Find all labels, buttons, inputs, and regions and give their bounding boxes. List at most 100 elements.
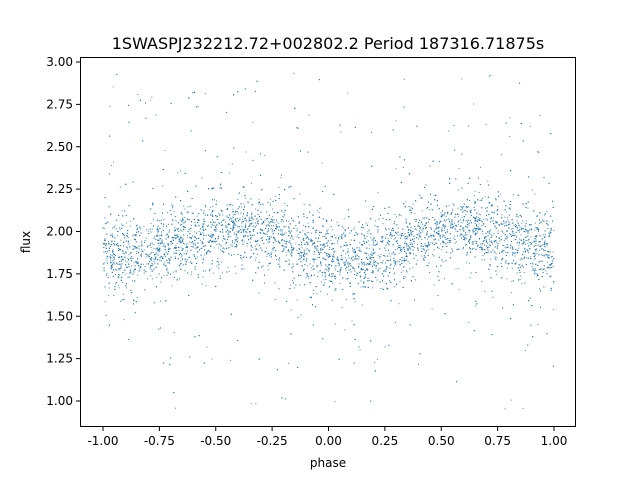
data-point — [538, 152, 540, 153]
data-point — [412, 267, 414, 269]
data-point — [147, 278, 149, 280]
data-point — [405, 223, 407, 224]
data-point — [281, 174, 282, 176]
data-point — [516, 235, 518, 237]
data-point — [487, 243, 489, 245]
data-point — [190, 274, 192, 276]
data-point — [493, 211, 495, 213]
data-point — [404, 248, 405, 250]
data-point — [180, 229, 182, 231]
data-point — [468, 231, 470, 233]
data-point — [490, 74, 492, 76]
data-point — [417, 225, 419, 227]
data-point — [534, 229, 536, 231]
data-point — [330, 256, 331, 258]
data-point — [469, 277, 471, 279]
data-point — [509, 136, 511, 137]
data-point — [419, 227, 421, 229]
data-point — [300, 232, 302, 234]
data-point — [443, 224, 445, 226]
data-point — [539, 234, 541, 236]
data-point — [269, 262, 271, 264]
data-point — [241, 226, 243, 228]
data-point — [183, 243, 185, 245]
data-point — [149, 242, 151, 244]
data-point — [345, 253, 347, 255]
data-point — [323, 279, 325, 281]
data-point — [339, 235, 341, 237]
data-point — [140, 228, 142, 230]
data-point — [453, 204, 455, 206]
data-point — [460, 209, 462, 211]
data-point — [382, 240, 384, 242]
data-point — [106, 259, 108, 261]
data-point — [115, 228, 117, 230]
data-point — [482, 197, 483, 199]
data-point — [234, 219, 236, 221]
data-point — [276, 259, 277, 261]
data-point — [445, 216, 447, 218]
data-point — [388, 228, 390, 230]
data-point — [147, 244, 149, 246]
data-point — [358, 250, 360, 251]
data-point — [382, 260, 384, 262]
data-point — [374, 243, 376, 245]
data-point — [436, 232, 438, 234]
data-point — [478, 192, 480, 193]
data-point — [409, 253, 411, 255]
data-point — [352, 292, 354, 294]
data-point — [552, 220, 554, 222]
data-point — [331, 275, 333, 277]
data-point — [247, 229, 248, 231]
data-point — [205, 206, 207, 208]
data-point — [502, 223, 504, 225]
data-point — [347, 251, 349, 253]
data-point — [359, 349, 361, 351]
data-point — [180, 256, 182, 258]
data-point — [191, 271, 193, 273]
data-point — [162, 245, 164, 247]
data-point — [250, 182, 252, 184]
data-point — [537, 244, 539, 246]
data-point — [257, 267, 259, 269]
data-point — [307, 273, 309, 275]
data-point — [507, 219, 509, 221]
data-point — [120, 223, 122, 225]
data-point — [480, 166, 481, 168]
data-point — [290, 232, 292, 234]
data-point — [361, 259, 363, 260]
data-point — [534, 254, 536, 256]
data-point — [106, 257, 108, 259]
data-point — [441, 240, 443, 242]
data-point — [496, 256, 498, 258]
data-point — [227, 217, 229, 219]
data-point — [440, 230, 442, 232]
data-point — [351, 320, 353, 322]
data-point — [278, 229, 280, 231]
data-point — [435, 238, 437, 240]
data-point — [266, 255, 268, 257]
data-point — [506, 267, 508, 269]
data-point — [394, 272, 396, 274]
data-point — [541, 244, 543, 246]
data-point — [279, 230, 281, 232]
data-point — [466, 262, 468, 264]
data-point — [123, 319, 125, 321]
data-point — [178, 231, 180, 232]
data-point — [354, 257, 356, 259]
data-point — [489, 265, 491, 267]
data-point — [538, 241, 540, 243]
data-point — [474, 305, 476, 307]
data-point — [285, 398, 287, 400]
data-point — [353, 227, 355, 229]
data-point — [531, 189, 533, 191]
data-point — [217, 258, 219, 260]
data-point — [167, 253, 169, 255]
data-point — [149, 253, 151, 255]
data-point — [475, 220, 477, 222]
data-point — [229, 244, 231, 246]
data-point — [270, 254, 272, 256]
data-point — [427, 248, 429, 250]
data-point — [551, 256, 553, 258]
data-point — [511, 247, 513, 249]
